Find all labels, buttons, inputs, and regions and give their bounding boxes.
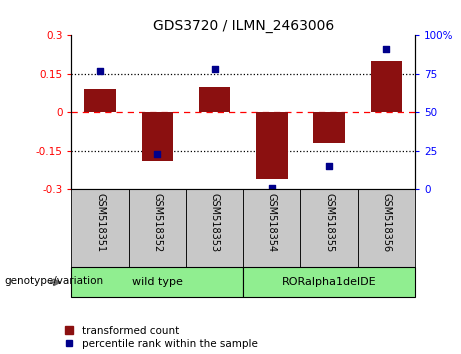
Bar xyxy=(358,189,415,267)
Bar xyxy=(84,89,116,113)
Legend: transformed count, percentile rank within the sample: transformed count, percentile rank withi… xyxy=(65,326,258,349)
Title: GDS3720 / ILMN_2463006: GDS3720 / ILMN_2463006 xyxy=(153,19,334,33)
Text: GSM518351: GSM518351 xyxy=(95,193,105,252)
Text: genotype/variation: genotype/variation xyxy=(5,275,104,286)
Bar xyxy=(129,189,186,267)
Bar xyxy=(186,189,243,267)
Bar xyxy=(71,189,129,267)
Bar xyxy=(301,189,358,267)
Text: RORalpha1delDE: RORalpha1delDE xyxy=(282,277,376,287)
Point xyxy=(325,164,333,169)
Text: GSM518354: GSM518354 xyxy=(267,193,277,252)
Text: GSM518353: GSM518353 xyxy=(210,193,219,252)
Text: GSM518356: GSM518356 xyxy=(381,193,391,252)
Bar xyxy=(142,113,173,161)
Point xyxy=(383,46,390,52)
Bar xyxy=(243,189,301,267)
Text: GSM518355: GSM518355 xyxy=(324,193,334,252)
Point xyxy=(96,68,104,74)
Point xyxy=(211,67,218,72)
Text: GSM518352: GSM518352 xyxy=(152,193,162,252)
Point xyxy=(154,151,161,157)
Bar xyxy=(243,267,415,297)
Bar xyxy=(256,113,288,179)
Text: wild type: wild type xyxy=(132,277,183,287)
Bar xyxy=(71,267,243,297)
Point xyxy=(268,185,276,191)
Bar xyxy=(199,87,230,113)
Bar xyxy=(371,61,402,113)
Bar xyxy=(313,113,345,143)
